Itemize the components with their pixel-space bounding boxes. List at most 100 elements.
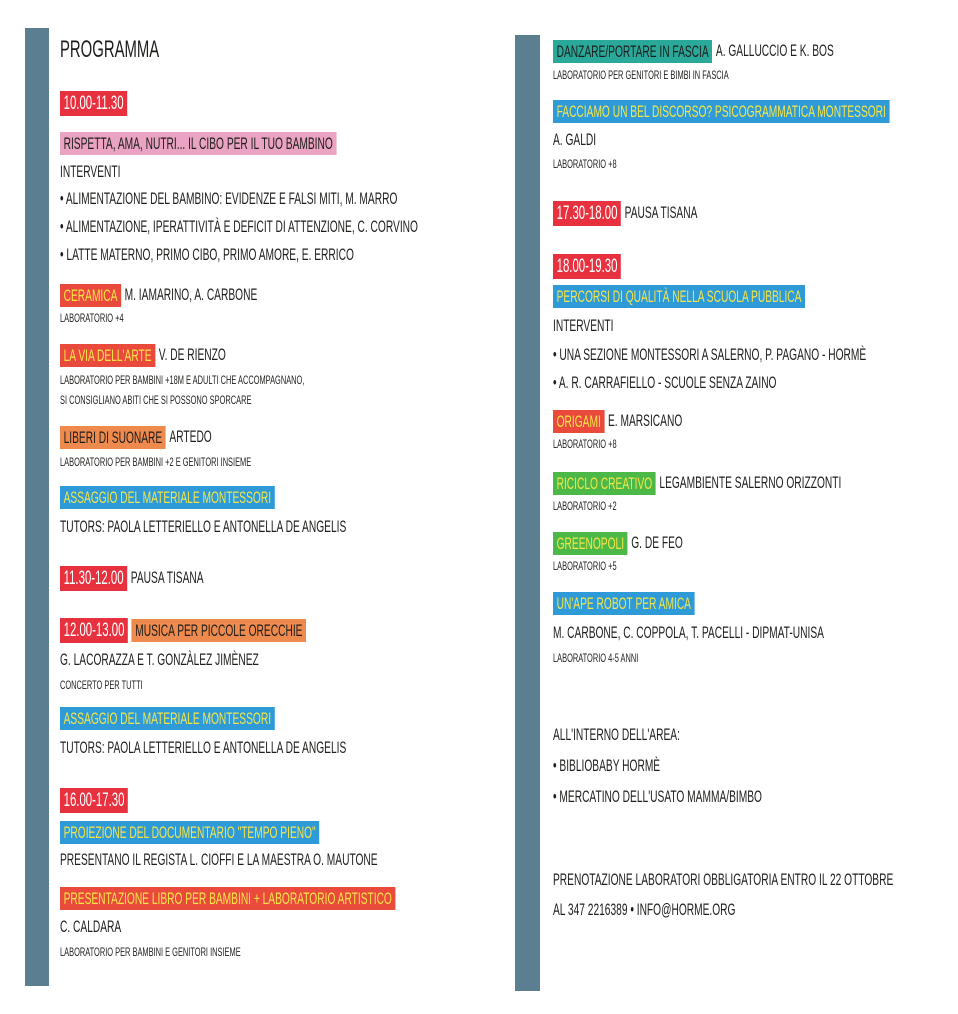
- program-line: LABORATORIO +2: [553, 495, 617, 517]
- line-text: ARTEDO: [169, 427, 212, 446]
- title-text: PROGRAMMA: [60, 36, 160, 63]
- program-entry: CERAMICA M. IAMARINO, A. CARBONE: [60, 283, 258, 307]
- program-line: • ALIMENTAZIONE DEL BAMBINO: EVIDENZE E …: [60, 188, 397, 210]
- program-line: PRENOTAZIONE LABORATORI OBBLIGATORIA ENT…: [553, 869, 893, 891]
- right-decorative-bar: [515, 35, 540, 991]
- line-text: • MERCATINO DELL'USATO MAMMA/BIMBO: [553, 787, 762, 806]
- program-line: LABORATORIO PER BAMBINI +2 E GENITORI IN…: [60, 451, 251, 473]
- activity-highlight-assaggio-del-materiale-montessori: ASSAGGIO DEL MATERIALE MONTESSORI: [60, 485, 275, 509]
- program-line: AL 347 2216389 • INFO@HORME.ORG: [553, 899, 735, 921]
- note-text: LABORATORIO PER BAMBINI +2 E GENITORI IN…: [60, 455, 252, 469]
- note-text: LABORATORIO +2: [553, 499, 617, 513]
- page-title: PROGRAMMA: [60, 36, 160, 63]
- program-entry: ASSAGGIO DEL MATERIALE MONTESSORI: [60, 485, 278, 509]
- program-entry: 10.00-11.30: [60, 90, 131, 116]
- line-text: • BIBLIOBABY HORMÈ: [553, 756, 661, 775]
- note-text: LABORATORIO +4: [60, 311, 124, 325]
- program-line: LABORATORIO +8: [553, 153, 617, 175]
- program-line: • UNA SEZIONE MONTESSORI A SALERNO, P. P…: [553, 344, 866, 366]
- program-entry: DANZARE/PORTARE IN FASCIA A. GALLUCCIO E …: [553, 39, 834, 63]
- activity-highlight-greenopoli: GREENOPOLI: [553, 531, 628, 555]
- line-text: PRENOTAZIONE LABORATORI OBBLIGATORIA ENT…: [553, 870, 894, 889]
- line-text: G. LACORAZZA E T. GONZÀLEZ JIMÈNEZ: [60, 650, 259, 669]
- note-text: LABORATORIO PER GENITORI E BIMBI IN FASC…: [553, 68, 729, 82]
- program-entry: PROIEZIONE DEL DOCUMENTARIO "TEMPO PIENO…: [60, 820, 323, 844]
- program-entry: 16.00-17.30: [60, 787, 132, 813]
- note-text: LABORATORIO 4-5 ANNI: [553, 651, 639, 665]
- program-entry: ORIGAMI E. MARSICANO: [553, 409, 683, 433]
- time-badge-18-00-19-30: 18.00-19.30: [553, 253, 622, 279]
- program-line: G. LACORAZZA E T. GONZÀLEZ JIMÈNEZ: [60, 649, 259, 671]
- line-text: INTERVENTI: [553, 316, 614, 335]
- program-line: PRESENTANO IL REGISTA L. CIOFFI E LA MAE…: [60, 849, 378, 871]
- program-line: M. CARBONE, C. COPPOLA, T. PACELLI - DIP…: [553, 622, 824, 644]
- note-text: LABORATORIO PER BAMBINI E GENITORI INSIE…: [60, 945, 241, 959]
- program-line: LABORATORIO +8: [553, 433, 617, 455]
- program-line: C. CALDARA: [60, 916, 121, 938]
- note-text: SI CONSIGLIANO ABITI CHE SI POSSONO SPOR…: [60, 393, 252, 407]
- activity-highlight-musica-per-piccole-orecchie: MUSICA PER PICCOLE ORECCHIE: [131, 618, 307, 642]
- program-line: INTERVENTI: [60, 161, 120, 183]
- program-entry: FACCIAMO UN BEL DISCORSO? PSICOGRAMMATIC…: [553, 99, 893, 123]
- activity-highlight-origami: ORIGAMI: [553, 409, 605, 433]
- program-entry: 18.00-19.30: [553, 253, 625, 279]
- program-line: LABORATORIO PER GENITORI E BIMBI IN FASC…: [553, 64, 729, 86]
- activity-highlight-liberi-di-suonare: LIBERI DI SUONARE: [60, 425, 166, 449]
- activity-highlight-assaggio-del-materiale-montessori: ASSAGGIO DEL MATERIALE MONTESSORI: [60, 706, 275, 730]
- program-entry: PERCORSI DI QUALITÀ NELLA SCUOLA PUBBLIC…: [553, 284, 809, 308]
- activity-highlight-percorsi-di-qualit-nella-scuola-pubblica: PERCORSI DI QUALITÀ NELLA SCUOLA PUBBLIC…: [553, 284, 806, 308]
- program-entry: UN'APE ROBOT PER AMICA: [553, 591, 698, 615]
- program-line: ALL'INTERNO DELL'AREA:: [553, 724, 680, 746]
- line-text: V. DE RIENZO: [158, 345, 226, 364]
- program-line: LABORATORIO 4-5 ANNI: [553, 647, 638, 669]
- line-text: TUTORS: PAOLA LETTERIELLO E ANTONELLA DE…: [60, 738, 347, 757]
- program-entry: PRESENTAZIONE LIBRO PER BAMBINI + LABORA…: [60, 886, 399, 910]
- program-entry: 17.30-18.00 PAUSA TISANA: [553, 200, 698, 226]
- program-line: LABORATORIO +5: [553, 555, 617, 577]
- line-text: • UNA SEZIONE MONTESSORI A SALERNO, P. P…: [553, 345, 867, 364]
- program-line: LABORATORIO +4: [60, 307, 124, 329]
- line-text: A. GALLUCCIO E K. BOS: [715, 41, 834, 60]
- program-line: • A. R. CARRAFIELLO - SCUOLE SENZA ZAINO: [553, 372, 776, 394]
- program-entry: 12.00-13.00 MUSICA PER PICCOLE ORECCHIE: [60, 617, 310, 643]
- time-badge-17-30-18-00: 17.30-18.00: [553, 200, 622, 226]
- activity-highlight-ceramica: CERAMICA: [60, 283, 122, 307]
- line-text: M. IAMARINO, A. CARBONE: [124, 285, 258, 304]
- note-text: LABORATORIO +8: [553, 157, 617, 171]
- line-text: INTERVENTI: [60, 162, 121, 181]
- line-text: • LATTE MATERNO, PRIMO CIBO, PRIMO AMORE…: [60, 245, 354, 264]
- activity-highlight-presentazione-libro-per-bambini-laborato: PRESENTAZIONE LIBRO PER BAMBINI + LABORA…: [60, 886, 396, 910]
- line-text: PRESENTANO IL REGISTA L. CIOFFI E LA MAE…: [60, 850, 378, 869]
- line-text: PAUSA TISANA: [130, 568, 204, 587]
- line-text: LEGAMBIENTE SALERNO ORIZZONTI: [659, 473, 842, 492]
- program-line: • MERCATINO DELL'USATO MAMMA/BIMBO: [553, 786, 762, 808]
- left-decorative-bar: [25, 28, 49, 986]
- program-entry: ASSAGGIO DEL MATERIALE MONTESSORI: [60, 706, 278, 730]
- program-entry: LIBERI DI SUONARE ARTEDO: [60, 425, 212, 449]
- program-line: LABORATORIO PER BAMBINI +18M E ADULTI CH…: [60, 369, 304, 391]
- line-text: AL 347 2216389 • INFO@HORME.ORG: [553, 900, 736, 919]
- line-text: • ALIMENTAZIONE, IPERATTIVITÀ E DEFICIT …: [60, 217, 418, 236]
- note-text: LABORATORIO +8: [553, 437, 617, 451]
- time-badge-16-00-17-30: 16.00-17.30: [60, 787, 129, 813]
- note-text: CONCERTO PER TUTTI: [60, 678, 143, 692]
- program-entry: RISPETTA, AMA, NUTRI... IL CIBO PER IL T…: [60, 131, 340, 155]
- note-text: LABORATORIO PER BAMBINI +18M E ADULTI CH…: [60, 373, 305, 387]
- program-line: • BIBLIOBABY HORMÈ: [553, 755, 660, 777]
- program-line: INTERVENTI: [553, 315, 613, 337]
- line-text: ALL'INTERNO DELL'AREA:: [553, 725, 680, 744]
- line-text: • ALIMENTAZIONE DEL BAMBINO: EVIDENZE E …: [60, 189, 398, 208]
- program-line: LABORATORIO PER BAMBINI E GENITORI INSIE…: [60, 941, 241, 963]
- activity-highlight-danzare-portare-in-fascia: DANZARE/PORTARE IN FASCIA: [553, 39, 713, 63]
- line-text: PAUSA TISANA: [624, 203, 698, 222]
- program-line: A. GALDI: [553, 129, 596, 151]
- activity-highlight-un-ape-robot-per-amica: UN'APE ROBOT PER AMICA: [553, 591, 695, 615]
- program-entry: 11.30-12.00 PAUSA TISANA: [60, 565, 204, 591]
- line-text: E. MARSICANO: [608, 411, 683, 430]
- time-badge-10-00-11-30: 10.00-11.30: [60, 90, 128, 116]
- line-text: • A. R. CARRAFIELLO - SCUOLE SENZA ZAINO: [553, 373, 777, 392]
- activity-highlight-rispetta-ama-nutri-il-cibo-per-il-tuo-ba: RISPETTA, AMA, NUTRI... IL CIBO PER IL T…: [60, 131, 337, 155]
- program-line: TUTORS: PAOLA LETTERIELLO E ANTONELLA DE…: [60, 516, 346, 538]
- program-line: SI CONSIGLIANO ABITI CHE SI POSSONO SPOR…: [60, 389, 251, 411]
- line-text: A. GALDI: [553, 130, 597, 149]
